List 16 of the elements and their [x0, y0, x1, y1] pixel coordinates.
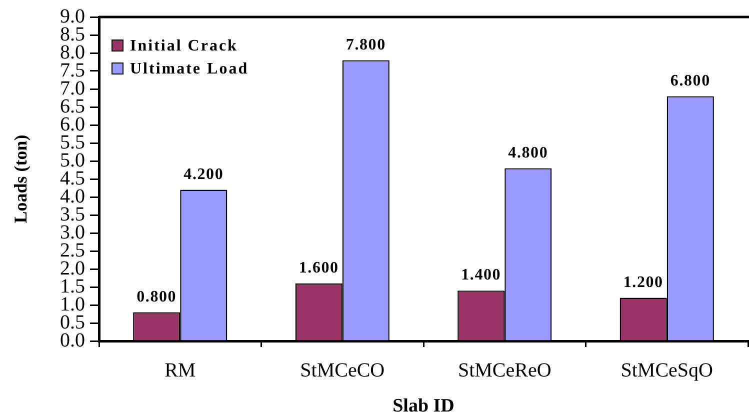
legend-label: Initial Crack [130, 38, 238, 55]
data-label: 4.800 [508, 144, 548, 162]
x-tick-label: StMCeReO [458, 359, 552, 382]
data-label: 1.200 [623, 274, 664, 291]
data-label: 4.200 [184, 166, 224, 183]
x-tick-label: StMCeSqO [620, 359, 713, 382]
x-tick-label: StMCeCO [300, 359, 385, 382]
x-axis-title: Slab ID [392, 396, 454, 417]
data-label: 6.800 [670, 72, 710, 90]
legend-label: Ultimate Load [130, 60, 249, 78]
data-label: 0.800 [136, 288, 177, 306]
y-axis-title: Loads (ton) [10, 134, 30, 224]
x-tick-label: RM [164, 359, 196, 382]
data-label: 1.400 [461, 266, 502, 284]
data-label: 7.800 [346, 36, 386, 54]
data-label: 1.600 [298, 260, 339, 277]
